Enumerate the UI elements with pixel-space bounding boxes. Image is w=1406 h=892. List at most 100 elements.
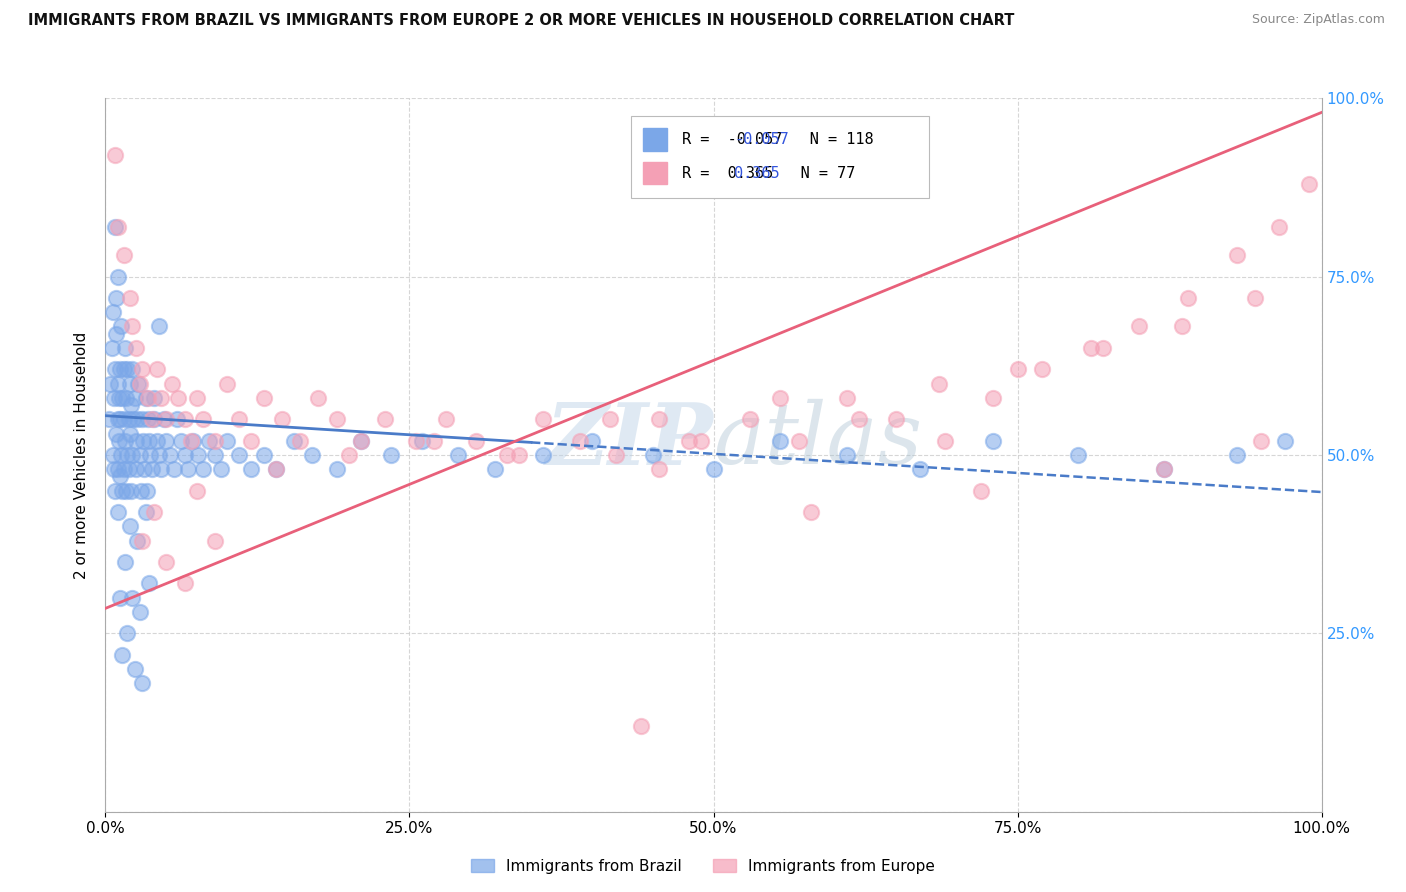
Bar (643, 161, 668, 185)
Point (198, 434, 221, 448)
Bar (643, 128, 668, 151)
Point (1091, 341, 1114, 355)
Point (170, 434, 193, 448)
Point (107, 376, 129, 391)
Point (108, 412, 131, 426)
Point (128, 605, 150, 619)
Point (848, 412, 870, 426)
Point (104, 148, 127, 162)
Point (135, 483, 157, 498)
Point (148, 448, 170, 462)
Point (104, 362, 127, 376)
Point (101, 448, 124, 462)
Point (837, 448, 859, 462)
Point (148, 319, 170, 334)
Point (145, 362, 167, 376)
Point (981, 434, 1004, 448)
Point (283, 434, 305, 448)
Point (150, 391, 173, 405)
Point (217, 434, 239, 448)
Point (143, 391, 166, 405)
Point (769, 434, 792, 448)
Point (145, 434, 167, 448)
Point (405, 434, 427, 448)
Point (120, 398, 142, 412)
Point (173, 412, 195, 426)
Point (1171, 319, 1194, 334)
Point (122, 412, 145, 426)
Point (117, 626, 139, 640)
Point (380, 448, 402, 462)
Point (1031, 362, 1053, 376)
Point (264, 462, 287, 476)
Point (648, 462, 671, 476)
Point (143, 412, 166, 426)
Point (108, 434, 131, 448)
Point (107, 219, 129, 234)
Point (181, 434, 204, 448)
Point (191, 412, 214, 426)
Point (204, 434, 226, 448)
Point (135, 505, 157, 519)
Point (981, 391, 1004, 405)
Point (884, 412, 907, 426)
Point (103, 391, 125, 405)
Point (121, 319, 143, 334)
Point (350, 434, 373, 448)
Point (447, 448, 470, 462)
Point (100, 341, 122, 355)
Point (139, 448, 162, 462)
Point (115, 483, 138, 498)
Point (702, 462, 725, 476)
Point (1153, 462, 1175, 476)
Point (648, 412, 671, 426)
Point (191, 462, 214, 476)
Point (423, 434, 446, 448)
Point (270, 412, 292, 426)
Point (153, 412, 176, 426)
Point (228, 448, 250, 462)
Point (114, 341, 136, 355)
Point (111, 483, 134, 498)
Point (127, 376, 149, 391)
Point (125, 434, 148, 448)
Point (301, 448, 323, 462)
Point (132, 434, 155, 448)
Text: R =  -0.057   N = 118: R = -0.057 N = 118 (682, 132, 873, 147)
Text: atlas: atlas (713, 400, 922, 482)
Point (105, 426, 128, 441)
Point (125, 533, 148, 548)
Point (103, 462, 125, 476)
Point (114, 555, 136, 569)
Point (910, 462, 932, 476)
Point (411, 434, 433, 448)
Point (120, 483, 142, 498)
Point (1153, 462, 1175, 476)
Point (150, 462, 173, 476)
Point (108, 591, 131, 605)
Point (117, 412, 139, 426)
Point (114, 434, 136, 448)
Point (98, 412, 121, 426)
Point (264, 462, 287, 476)
Point (166, 412, 188, 426)
Point (531, 448, 554, 462)
Point (1225, 448, 1247, 462)
Point (800, 505, 823, 519)
Point (112, 362, 135, 376)
Point (568, 434, 591, 448)
Point (125, 341, 148, 355)
Point (252, 391, 274, 405)
Point (1007, 362, 1029, 376)
Point (115, 391, 138, 405)
Point (131, 412, 153, 426)
Point (105, 326, 128, 341)
Point (107, 505, 129, 519)
Point (217, 376, 239, 391)
Point (204, 533, 226, 548)
Point (187, 448, 209, 462)
Point (465, 434, 488, 448)
Point (240, 462, 263, 476)
Point (837, 391, 859, 405)
Point (98, 376, 121, 391)
